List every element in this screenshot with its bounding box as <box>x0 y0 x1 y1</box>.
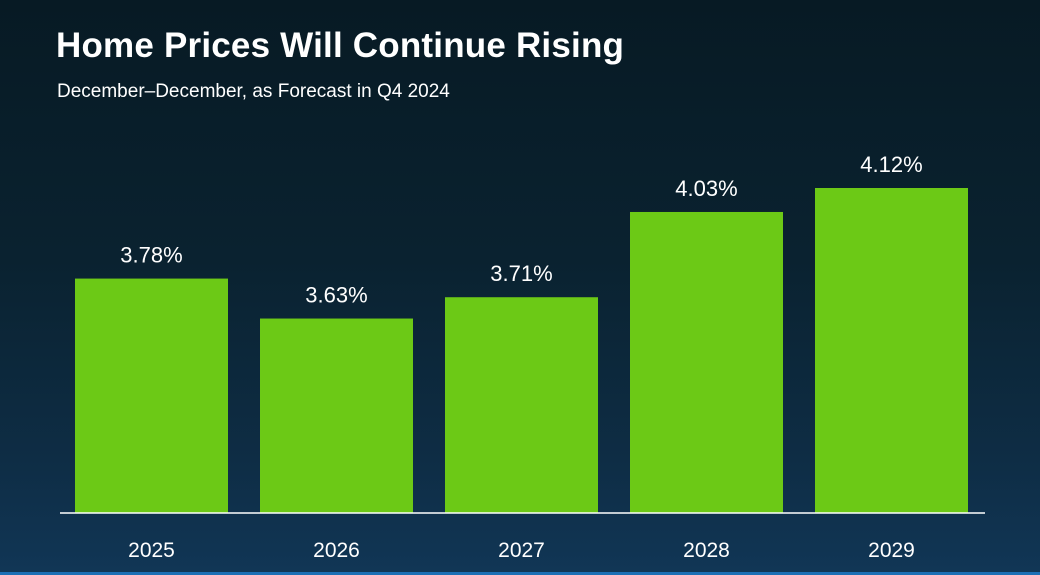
x-tick-label-2028: 2028 <box>683 539 730 562</box>
value-label-2027: 3.71% <box>490 261 552 286</box>
value-label-2025: 3.78% <box>120 243 182 268</box>
value-label-2026: 3.63% <box>305 283 367 308</box>
chart-title: Home Prices Will Continue Rising <box>56 26 625 65</box>
bar-2027 <box>445 297 598 513</box>
x-tick-label-2029: 2029 <box>868 539 915 562</box>
x-tick-labels-group: 2025 2026 2027 2028 2029 <box>128 539 915 562</box>
value-label-2028: 4.03% <box>675 176 737 201</box>
bars-group <box>75 188 968 513</box>
chart-subtitle: December–December, as Forecast in Q4 202… <box>57 81 450 102</box>
value-labels-group: 3.78% 3.63% 3.71% 4.03% 4.12% <box>120 152 922 308</box>
bar-2029 <box>815 188 968 513</box>
footer-strip <box>0 572 1040 575</box>
bar-2026 <box>260 318 413 513</box>
bar-2025 <box>75 278 228 513</box>
x-tick-label-2025: 2025 <box>128 539 175 562</box>
value-label-2029: 4.12% <box>860 152 922 177</box>
x-tick-label-2026: 2026 <box>313 539 360 562</box>
x-tick-label-2027: 2027 <box>498 539 545 562</box>
bar-2028 <box>630 211 783 513</box>
